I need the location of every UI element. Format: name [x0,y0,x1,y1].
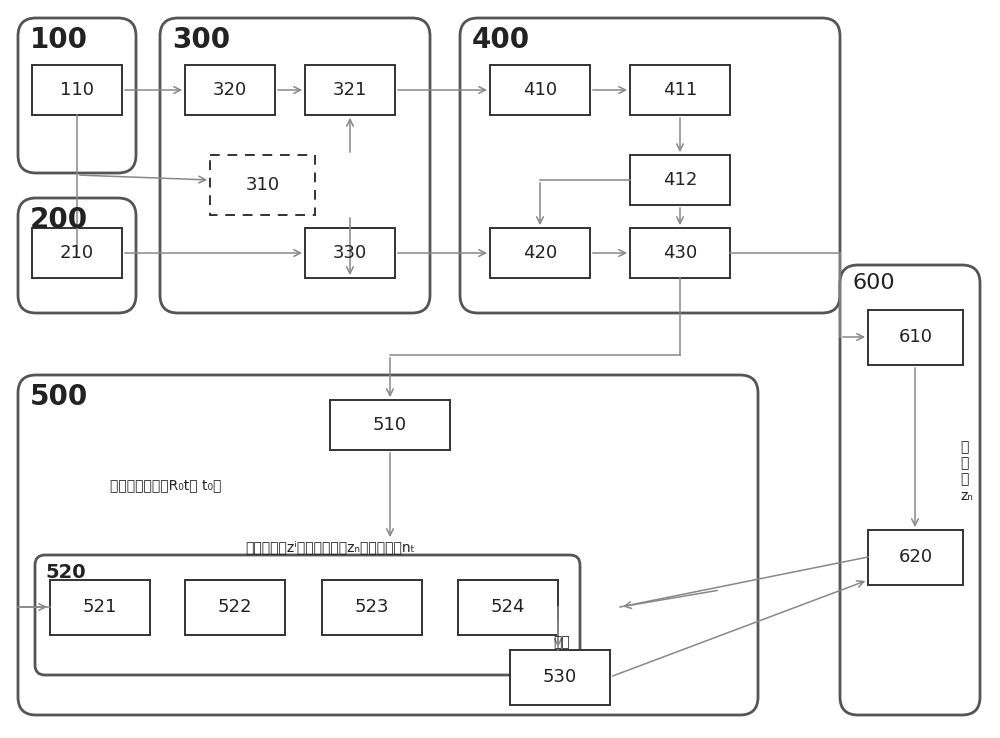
Bar [185,65,275,115]
Text: 600: 600 [852,273,895,293]
Text: 522: 522 [218,599,252,616]
Bar [210,155,315,215]
Text: 500: 500 [30,383,88,411]
Bar [630,228,730,278]
FancyBboxPatch shape [840,265,980,715]
Text: 430: 430 [663,244,697,262]
Text: 320: 320 [213,81,247,99]
Bar [305,65,395,115]
Bar [50,580,150,635]
Bar [630,155,730,205]
Text: 新
观
测
zₙ: 新 观 测 zₙ [960,440,973,503]
Bar [510,650,610,705]
Text: 400: 400 [472,26,530,54]
Text: 321: 321 [333,81,367,99]
Bar [458,580,558,635]
Text: 410: 410 [523,81,557,99]
Bar [32,228,122,278]
FancyBboxPatch shape [160,18,430,313]
Text: 420: 420 [523,244,557,262]
Text: 524: 524 [491,599,525,616]
Text: 更新: 更新 [553,635,570,649]
Text: 523: 523 [355,599,389,616]
Text: 初始运动估计（R₀t， t₀）: 初始运动估计（R₀t， t₀） [110,478,221,492]
FancyBboxPatch shape [18,198,136,313]
Bar [322,580,422,635]
Text: 100: 100 [30,26,88,54]
Text: 530: 530 [543,669,577,686]
Text: 200: 200 [30,206,88,234]
Bar [330,400,450,450]
Text: 510: 510 [373,416,407,434]
FancyBboxPatch shape [18,375,758,715]
Text: 620: 620 [898,548,933,567]
Text: 330: 330 [333,244,367,262]
Text: 412: 412 [663,171,697,189]
Text: 210: 210 [60,244,94,262]
Bar [630,65,730,115]
Text: 110: 110 [60,81,94,99]
FancyBboxPatch shape [18,18,136,173]
Bar [490,65,590,115]
FancyBboxPatch shape [35,555,580,675]
Text: 310: 310 [245,176,280,194]
FancyBboxPatch shape [460,18,840,313]
Text: 520: 520 [45,563,86,582]
Text: 300: 300 [172,26,230,54]
Text: 已关联特征zⁱ，新观测特征zₙ，地图关联nₜ: 已关联特征zⁱ，新观测特征zₙ，地图关联nₜ [245,540,415,554]
Bar [868,310,963,365]
Bar [868,530,963,585]
Text: 521: 521 [83,599,117,616]
Bar [32,65,122,115]
Bar [305,228,395,278]
Bar [185,580,285,635]
Bar [490,228,590,278]
Text: 411: 411 [663,81,697,99]
Text: 610: 610 [898,328,932,347]
